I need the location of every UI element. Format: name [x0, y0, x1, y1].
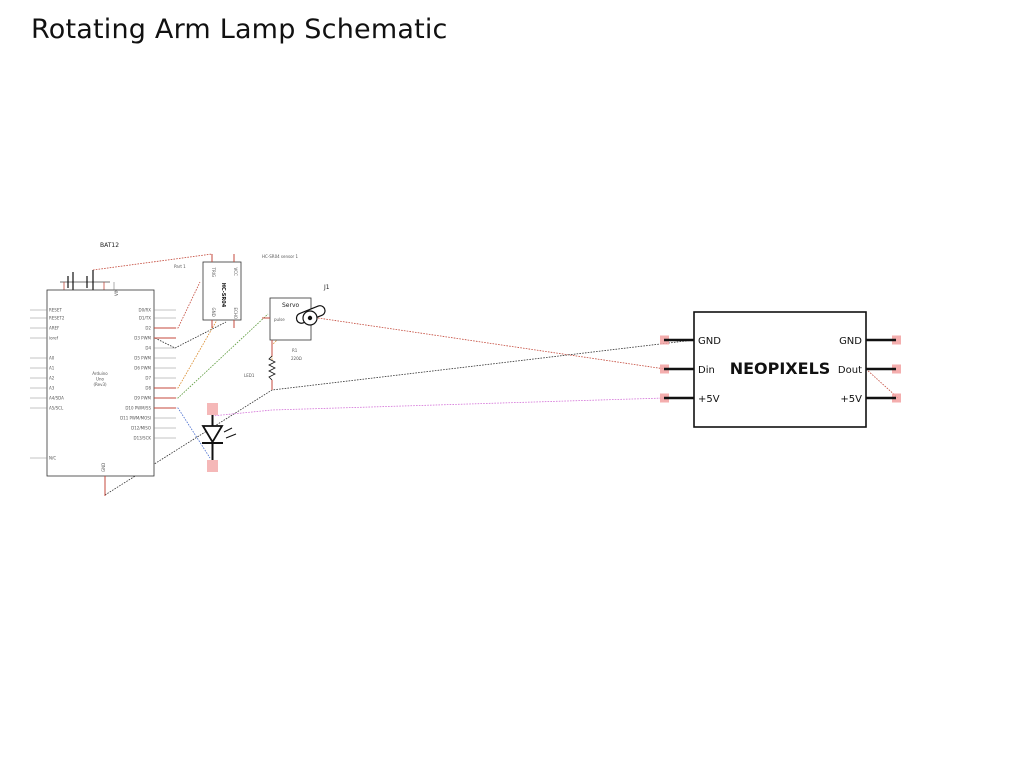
arduino-right-pin-label: D5 PWM: [134, 356, 151, 361]
arduino-left-pin-label: A2: [49, 376, 55, 381]
resistor-ref: R1: [292, 348, 298, 353]
wire-led-to-5v[interactable]: [212, 398, 694, 416]
wire-gnd-rail[interactable]: [105, 340, 694, 495]
led-ref: LED1: [244, 373, 255, 378]
arduino-right-pin-label: D6 PWM: [134, 366, 151, 371]
sensor-pin-label: VCC: [233, 268, 238, 277]
wire-d2-to-sensor-trig[interactable]: [155, 282, 200, 328]
arduino-left-pin-label: A3: [49, 386, 55, 391]
arduino-left-pin-label: A1: [49, 366, 55, 371]
arduino-name-line: Uno: [96, 377, 104, 382]
sensor-pin-label: GND: [211, 308, 216, 317]
arduino-right-pin-label: D9 PWM: [134, 396, 151, 401]
servo-motor[interactable]: J1 Servo pulse: [262, 284, 330, 340]
arduino-left-pin-label: ioref: [49, 336, 59, 341]
led-diode-icon: [203, 426, 222, 442]
resistor-value: 220Ω: [291, 356, 302, 361]
neopixel-left-pin-label: GND: [698, 336, 721, 347]
neopixel-right-pin-label: GND: [839, 336, 862, 347]
battery-label: BAT12: [100, 242, 119, 249]
arduino-left-pin-label: A5/SCL: [49, 406, 64, 411]
sensor-pin-label: TRIG: [211, 267, 216, 278]
arduino-right-pin-label: D8: [145, 386, 151, 391]
arduino-right-pin-label: D13/SCK: [134, 436, 152, 441]
sensor-part-label: Part 1: [174, 264, 186, 269]
arduino-right-pin-label: D0/RX: [139, 308, 152, 313]
sensor-chip-label: HC-SR04: [220, 283, 226, 308]
wire-d10-to-led[interactable]: [155, 408, 210, 458]
arduino-right-pin-label: D1/TX: [139, 316, 151, 321]
led-light-rays-icon: [224, 428, 236, 438]
neopixel-right-pin-label: +5V: [840, 394, 862, 405]
arduino-right-pin-label: D12/MISO: [131, 426, 151, 431]
arduino-right-pin-label: D2: [145, 326, 151, 331]
neopixel-left-pin-label: +5V: [698, 394, 720, 405]
servo-pulse-label: pulse: [274, 317, 285, 322]
arduino-left-pin-label: AREF: [49, 326, 60, 331]
wire-d3-to-sensor-echo[interactable]: [155, 322, 226, 348]
servo-ref-label: J1: [323, 284, 330, 291]
neopixel-right-pin-label: Dout: [838, 365, 862, 376]
arduino-right-pin-label: D3 PWM: [134, 336, 151, 341]
resistor[interactable]: R1 220Ω: [269, 340, 302, 390]
servo-title: Servo: [282, 302, 300, 309]
arduino-right-pin-label: D10 PWM/SS: [125, 406, 151, 411]
arduino-left-pin-label: A0: [49, 356, 55, 361]
wire-servo-to-neopixel-din[interactable]: [318, 318, 694, 369]
arduino-vin-label: VIN: [114, 289, 119, 296]
arduino-right-pin-label: D7: [145, 376, 151, 381]
arduino-right-pin-label: D11 PWM/MOSI: [120, 416, 151, 421]
wire-battery-to-sensor[interactable]: [93, 254, 212, 270]
arduino-left-pin-label: RESET: [49, 308, 62, 313]
arduino-gnd-label: GND: [101, 463, 106, 472]
neopixels-module[interactable]: GND Din +5V GND Dout +5V NEOPIXELS: [660, 312, 901, 427]
arduino-right-pin-label: D4: [145, 346, 151, 351]
neopixel-left-pin-label: Din: [698, 365, 715, 376]
sensor-name-label: HC-SR04 sensor 1: [262, 254, 298, 259]
arduino-name-line: Arduino: [92, 371, 108, 376]
neopixels-name: NEOPIXELS: [730, 359, 831, 378]
arduino-name-line: (Rev3): [93, 382, 107, 387]
sensor-pin-label: ECHO: [233, 308, 238, 319]
arduino-left-pin-label: A4/SDA: [49, 396, 64, 401]
arduino-left-pin-label: N/C: [49, 456, 56, 461]
arduino-left-pin-label: RESET2: [49, 316, 65, 321]
